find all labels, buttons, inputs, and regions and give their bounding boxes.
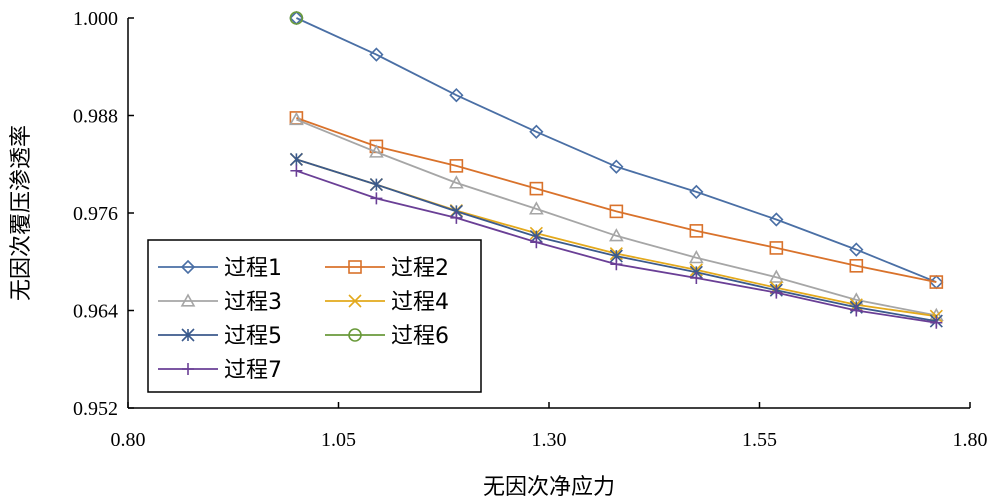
data-point bbox=[369, 177, 383, 192]
x-tick-label: 1.30 bbox=[532, 429, 567, 451]
x-tick-label: 1.55 bbox=[742, 429, 777, 451]
data-point bbox=[289, 11, 304, 25]
legend-item: 过程3 bbox=[158, 290, 282, 315]
y-tick-label: 0.952 bbox=[73, 398, 118, 420]
data-point bbox=[530, 236, 543, 249]
data-point bbox=[289, 111, 304, 126]
x-tick-label: 1.05 bbox=[321, 429, 356, 451]
legend-label: 过程7 bbox=[224, 358, 282, 383]
data-point bbox=[610, 258, 623, 271]
data-point bbox=[449, 175, 464, 189]
y-tick-label: 0.988 bbox=[73, 106, 118, 128]
data-point bbox=[690, 272, 703, 284]
legend-label: 过程1 bbox=[224, 256, 282, 281]
legend-marker bbox=[181, 328, 195, 342]
data-point bbox=[450, 211, 463, 224]
legend-item: 过程2 bbox=[325, 256, 449, 281]
series-3 bbox=[289, 111, 944, 321]
plot-area bbox=[289, 10, 944, 329]
data-point bbox=[929, 275, 944, 289]
y-tick-label: 0.976 bbox=[73, 203, 118, 225]
legend-label: 过程3 bbox=[224, 290, 282, 315]
legend-marker bbox=[180, 293, 196, 307]
data-point bbox=[849, 242, 864, 257]
data-point bbox=[609, 159, 624, 174]
data-point bbox=[930, 316, 943, 329]
legend-label: 过程2 bbox=[391, 256, 449, 281]
y-tick-label: 0.964 bbox=[73, 301, 118, 323]
axes bbox=[127, 17, 971, 409]
legend-marker bbox=[348, 260, 362, 274]
legend-marker bbox=[348, 294, 362, 308]
data-point bbox=[449, 88, 464, 103]
data-point bbox=[770, 286, 783, 299]
data-point bbox=[689, 184, 704, 200]
data-point bbox=[849, 259, 864, 273]
y-axis-title: 无因次覆压渗透率 bbox=[9, 125, 34, 301]
x-axis-title: 无因次净应力 bbox=[483, 475, 615, 500]
tick-labels: 0.80 1.05 1.30 1.55 1.80 0.952 0.964 0.976 0.988… bbox=[73, 8, 988, 451]
legend-item: 过程1 bbox=[158, 256, 282, 281]
legend-box bbox=[147, 239, 482, 393]
data-point bbox=[529, 201, 544, 215]
series-1 bbox=[289, 10, 944, 290]
data-point bbox=[369, 144, 384, 158]
data-point bbox=[768, 269, 784, 283]
data-point bbox=[609, 228, 624, 242]
x-tick-label: 0.80 bbox=[111, 429, 146, 451]
data-point bbox=[769, 212, 784, 227]
x-tick-label: 1.80 bbox=[953, 429, 988, 451]
legend-label: 过程5 bbox=[224, 324, 282, 349]
series-7 bbox=[290, 164, 943, 329]
legend-label: 过程4 bbox=[391, 290, 449, 315]
legend-item: 过程4 bbox=[325, 290, 449, 315]
data-point bbox=[609, 204, 624, 219]
data-point bbox=[529, 124, 544, 139]
y-tick-label: 1.000 bbox=[73, 8, 118, 30]
legend-label: 过程6 bbox=[391, 324, 449, 349]
series-line bbox=[296, 117, 937, 283]
legend-item: 过程7 bbox=[158, 358, 282, 383]
series-line bbox=[296, 118, 937, 317]
data-point bbox=[370, 192, 383, 205]
data-point bbox=[369, 47, 384, 62]
data-point bbox=[289, 152, 303, 166]
data-point bbox=[290, 164, 303, 177]
data-point bbox=[449, 159, 464, 173]
data-point bbox=[689, 224, 704, 238]
series-6 bbox=[289, 11, 304, 25]
legend-item: 过程5 bbox=[158, 324, 282, 349]
data-point bbox=[769, 241, 784, 255]
legend-marker bbox=[182, 363, 194, 375]
data-point bbox=[850, 304, 863, 317]
series-line bbox=[296, 17, 937, 283]
legend-item: 过程6 bbox=[325, 324, 449, 349]
data-point bbox=[688, 250, 704, 264]
legend: 过程1 过程2 过程3 过程4 过程5 过程6 过程7 bbox=[147, 239, 482, 393]
data-point bbox=[529, 181, 544, 196]
legend-marker bbox=[180, 259, 196, 275]
legend-marker bbox=[348, 328, 362, 342]
